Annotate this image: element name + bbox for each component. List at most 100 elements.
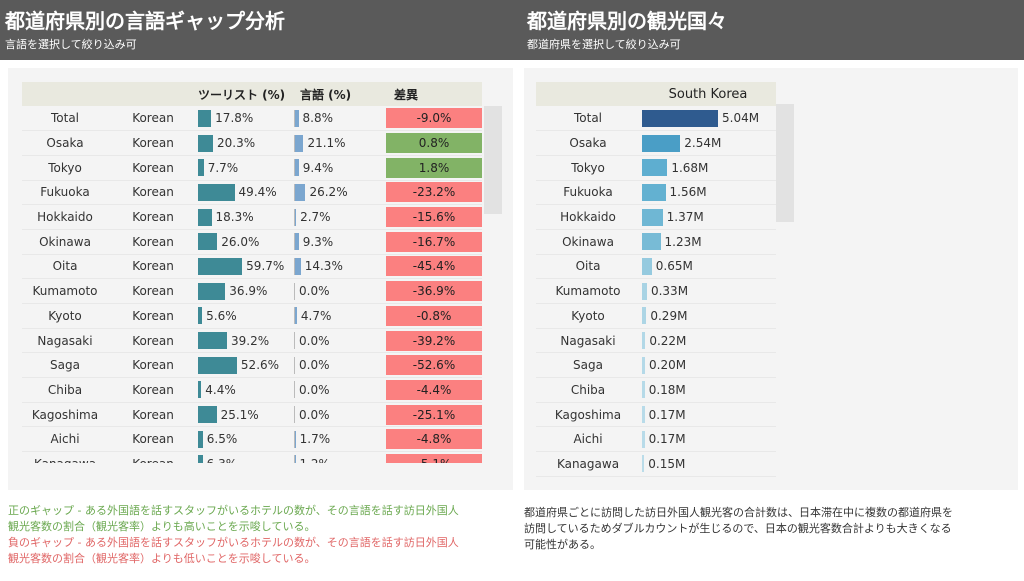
language-cell[interactable]: Korean xyxy=(108,278,198,304)
tourist-pct-cell[interactable]: 4.4% xyxy=(198,377,292,403)
prefecture-cell[interactable]: Osaka xyxy=(22,130,108,156)
language-pct-cell[interactable]: 0.0% xyxy=(292,377,386,403)
country-row[interactable]: Fukuoka 1.56M xyxy=(536,180,776,206)
language-cell[interactable]: Korean xyxy=(108,204,198,230)
country-prefecture-cell[interactable]: Nagasaki xyxy=(536,328,640,354)
visitor-count-cell[interactable]: 0.65M xyxy=(640,254,776,280)
table-row[interactable]: Osaka Korean 20.3% 21.1% 0.8% xyxy=(22,130,482,156)
language-pct-cell[interactable]: 0.0% xyxy=(292,352,386,379)
tourist-pct-cell[interactable]: 6.3% xyxy=(198,451,292,463)
language-pct-cell[interactable]: 9.3% xyxy=(292,229,386,255)
tourist-countries-viewport[interactable]: South Korea Total 5.04M Osaka 2.54M Tokyo 1.6… xyxy=(536,82,776,477)
table-row[interactable]: Aichi Korean 6.5% 1.7% -4.8% xyxy=(22,426,482,453)
tourist-pct-cell[interactable]: 25.1% xyxy=(198,402,292,428)
country-row[interactable]: Kumamoto 0.33M xyxy=(536,278,776,304)
country-prefecture-cell[interactable]: Osaka xyxy=(536,130,640,156)
table-row[interactable]: Chiba Korean 4.4% 0.0% -4.4% xyxy=(22,377,482,403)
country-prefecture-cell[interactable]: Kanagawa xyxy=(536,451,640,477)
table-row[interactable]: Oita Korean 59.7% 14.3% -45.4% xyxy=(22,254,482,280)
table-row[interactable]: Fukuoka Korean 49.4% 26.2% -23.2% xyxy=(22,180,482,206)
country-row[interactable]: Kagoshima 0.17M xyxy=(536,402,776,428)
tourist-pct-cell[interactable]: 20.3% xyxy=(198,130,292,156)
visitor-count-cell[interactable]: 0.22M xyxy=(640,328,776,354)
table-row[interactable]: Total Korean 17.8% 8.8% -9.0% xyxy=(22,106,482,132)
visitor-count-cell[interactable]: 0.17M xyxy=(640,426,776,453)
language-cell[interactable]: Korean xyxy=(108,402,198,428)
diff-cell[interactable]: -52.6% xyxy=(386,352,482,379)
language-pct-cell[interactable]: 8.8% xyxy=(292,106,386,132)
table-row[interactable]: Kagoshima Korean 25.1% 0.0% -25.1% xyxy=(22,402,482,428)
language-pct-cell[interactable]: 0.0% xyxy=(292,328,386,354)
tourist-pct-cell[interactable]: 5.6% xyxy=(198,303,292,329)
right-scrollbar-thumb[interactable] xyxy=(776,104,794,222)
language-cell[interactable]: Korean xyxy=(108,352,198,379)
country-prefecture-cell[interactable]: Total xyxy=(536,106,640,132)
language-pct-cell[interactable]: 26.2% xyxy=(292,180,386,206)
diff-cell[interactable]: -15.6% xyxy=(386,204,482,230)
visitor-count-cell[interactable]: 5.04M xyxy=(640,106,776,132)
language-cell[interactable]: Korean xyxy=(108,377,198,403)
header-language-pct[interactable]: 言語 (%) xyxy=(292,82,386,106)
left-scrollbar-thumb[interactable] xyxy=(484,106,502,214)
country-prefecture-cell[interactable]: Kagoshima xyxy=(536,402,640,428)
prefecture-cell[interactable]: Kanagawa xyxy=(22,451,108,463)
diff-cell[interactable]: -9.0% xyxy=(386,106,482,132)
country-row[interactable]: Okinawa 1.23M xyxy=(536,229,776,255)
prefecture-cell[interactable]: Tokyo xyxy=(22,155,108,181)
language-cell[interactable]: Korean xyxy=(108,303,198,329)
visitor-count-cell[interactable]: 1.56M xyxy=(640,180,776,206)
table-row[interactable]: Kumamoto Korean 36.9% 0.0% -36.9% xyxy=(22,278,482,304)
header-tourist-pct[interactable]: ツーリスト (%) xyxy=(198,82,292,106)
prefecture-cell[interactable]: Saga xyxy=(22,352,108,379)
country-prefecture-cell[interactable]: Aichi xyxy=(536,426,640,453)
language-pct-cell[interactable]: 1.7% xyxy=(292,426,386,453)
language-cell[interactable]: Korean xyxy=(108,451,198,463)
country-row[interactable]: Tokyo 1.68M xyxy=(536,155,776,181)
tourist-pct-cell[interactable]: 49.4% xyxy=(198,180,292,206)
prefecture-cell[interactable]: Kumamoto xyxy=(22,278,108,304)
country-row[interactable]: Oita 0.65M xyxy=(536,254,776,280)
country-row[interactable]: Osaka 2.54M xyxy=(536,130,776,156)
tourist-pct-cell[interactable]: 18.3% xyxy=(198,204,292,230)
visitor-count-cell[interactable]: 0.20M xyxy=(640,352,776,379)
language-cell[interactable]: Korean xyxy=(108,328,198,354)
diff-cell[interactable]: -16.7% xyxy=(386,229,482,255)
country-prefecture-cell[interactable]: Kumamoto xyxy=(536,278,640,304)
prefecture-cell[interactable]: Nagasaki xyxy=(22,328,108,354)
tourist-pct-cell[interactable]: 52.6% xyxy=(198,352,292,379)
language-cell[interactable]: Korean xyxy=(108,254,198,280)
country-header-south-korea[interactable]: South Korea xyxy=(640,82,776,106)
table-row[interactable]: Saga Korean 52.6% 0.0% -52.6% xyxy=(22,352,482,379)
country-row[interactable]: Chiba 0.18M xyxy=(536,377,776,403)
language-gap-table-viewport[interactable]: ツーリスト (%) 言語 (%) 差異 Total Korean 17.8% 8.8%… xyxy=(22,82,482,463)
tourist-pct-cell[interactable]: 36.9% xyxy=(198,278,292,304)
diff-cell[interactable]: 0.8% xyxy=(386,130,482,156)
visitor-count-cell[interactable]: 0.18M xyxy=(640,377,776,403)
language-cell[interactable]: Korean xyxy=(108,229,198,255)
prefecture-cell[interactable]: Hokkaido xyxy=(22,204,108,230)
table-row[interactable]: KanagawaKorean 6.3% 1.2% -5.1% xyxy=(22,451,482,463)
country-row[interactable]: Hokkaido 1.37M xyxy=(536,204,776,230)
language-pct-cell[interactable]: 4.7% xyxy=(292,303,386,329)
language-pct-cell[interactable]: 9.4% xyxy=(292,155,386,181)
table-row[interactable]: Kyoto Korean 5.6% 4.7% -0.8% xyxy=(22,303,482,329)
tourist-pct-cell[interactable]: 17.8% xyxy=(198,106,292,132)
country-row[interactable]: Total 5.04M xyxy=(536,106,776,132)
country-prefecture-cell[interactable]: Kyoto xyxy=(536,303,640,329)
visitor-count-cell[interactable]: 1.37M xyxy=(640,204,776,230)
visitor-count-cell[interactable]: 0.17M xyxy=(640,402,776,428)
language-pct-cell[interactable]: 0.0% xyxy=(292,278,386,304)
prefecture-cell[interactable]: Fukuoka xyxy=(22,180,108,206)
language-pct-cell[interactable]: 14.3% xyxy=(292,254,386,280)
tourist-pct-cell[interactable]: 6.5% xyxy=(198,426,292,453)
language-cell[interactable]: Korean xyxy=(108,155,198,181)
country-prefecture-cell[interactable]: Chiba xyxy=(536,377,640,403)
visitor-count-cell[interactable]: 0.15M xyxy=(640,451,776,477)
tourist-pct-cell[interactable]: 7.7% xyxy=(198,155,292,181)
country-prefecture-cell[interactable]: Hokkaido xyxy=(536,204,640,230)
diff-cell[interactable]: -5.1% xyxy=(386,451,482,463)
language-pct-cell[interactable]: 21.1% xyxy=(292,130,386,156)
language-cell[interactable]: Korean xyxy=(108,106,198,132)
prefecture-cell[interactable]: Oita xyxy=(22,254,108,280)
visitor-count-cell[interactable]: 0.29M xyxy=(640,303,776,329)
